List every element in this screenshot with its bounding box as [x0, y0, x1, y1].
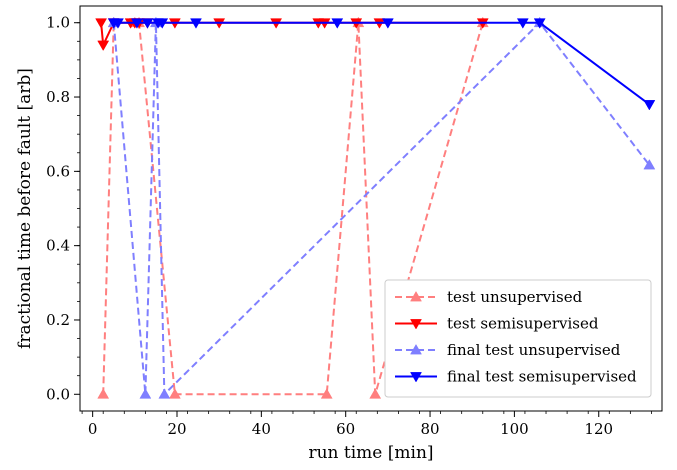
legend: test unsupervised test semisupervised fi…: [384, 279, 652, 398]
x-axis-label: run time [min]: [308, 443, 433, 463]
legend-label: test unsupervised: [447, 288, 583, 306]
x-tick-label: 0: [88, 420, 98, 438]
x-tick-label: 80: [420, 420, 439, 438]
legend-swatch: [395, 343, 437, 355]
series-line: [113, 21, 650, 106]
data-point-marker: [97, 388, 110, 399]
x-tick-label: 40: [252, 420, 271, 438]
y-tick-label: 1.0: [46, 14, 70, 32]
x-tick-label: 60: [336, 420, 355, 438]
legend-swatch: [395, 290, 437, 302]
data-point-marker: [643, 159, 656, 170]
data-point-marker: [381, 18, 394, 29]
x-tick-label: 100: [500, 420, 529, 438]
legend-swatch: [395, 319, 437, 330]
data-point-marker: [410, 372, 422, 383]
data-point-marker: [320, 388, 333, 399]
data-point-marker: [112, 18, 124, 29]
legend-item: final test unsupervised: [395, 341, 621, 359]
data-point-marker: [156, 18, 169, 29]
legend-item: test unsupervised: [395, 288, 583, 306]
legend-item: test semisupervised: [395, 315, 599, 333]
data-point-marker: [643, 100, 656, 111]
data-point-marker: [410, 319, 422, 330]
data-point-marker: [95, 18, 108, 29]
x-tick-label: 120: [584, 420, 613, 438]
data-point-marker: [410, 343, 422, 355]
data-point-marker: [97, 40, 110, 52]
data-point-marker: [131, 18, 143, 29]
data-point-marker: [369, 388, 382, 399]
legend-box: [384, 279, 652, 398]
data-point-marker: [141, 18, 154, 29]
data-point-marker: [168, 388, 181, 399]
plot-area: [95, 16, 656, 399]
data-point-marker: [331, 18, 344, 29]
data-point-marker: [410, 290, 422, 302]
axis-ticks: 0 20 40 60 80 100 120 0.0 0.2 0.4 0.6 0.8 1.0: [46, 14, 652, 438]
data-point-marker: [533, 18, 546, 29]
y-tick-label: 0.8: [46, 88, 70, 106]
series-line: [112, 21, 651, 396]
data-point-marker: [158, 388, 171, 399]
series-3: [107, 18, 656, 111]
y-tick-label: 0.2: [46, 311, 70, 329]
y-axis-label: fractional time before fault [arb]: [15, 68, 35, 349]
legend-label: final test unsupervised: [447, 341, 621, 359]
legend-swatch: [395, 372, 437, 383]
y-tick-label: 0.4: [46, 237, 70, 255]
x-tick-label: 20: [167, 420, 186, 438]
data-point-marker: [516, 18, 529, 29]
data-point-marker: [139, 388, 152, 399]
legend-label: final test semisupervised: [447, 368, 637, 386]
y-tick-label: 0.6: [46, 162, 70, 180]
legend-label: test semisupervised: [447, 315, 599, 333]
y-tick-label: 0.0: [46, 385, 70, 403]
data-point-marker: [190, 18, 202, 29]
legend-item: final test semisupervised: [395, 368, 637, 386]
